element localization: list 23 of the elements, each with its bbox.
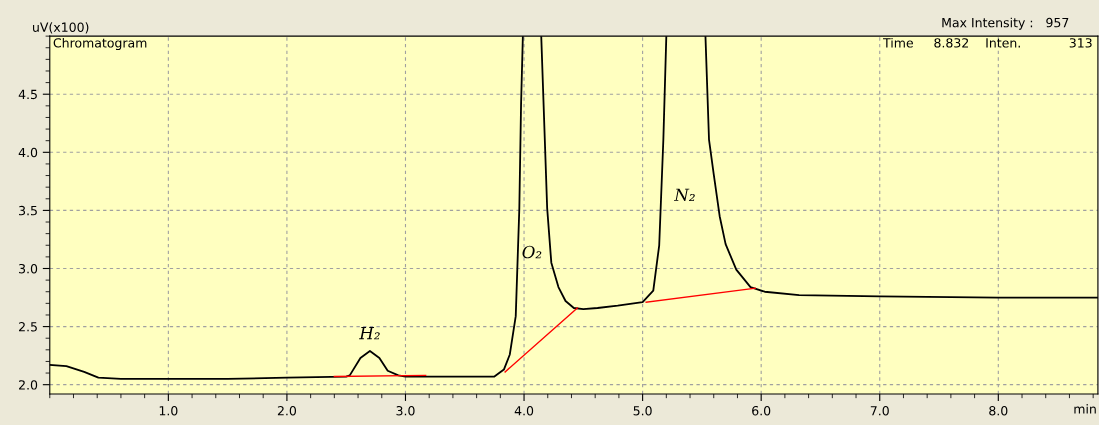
x-axis-title: min (1074, 403, 1096, 414)
y-axis-title: uV(x100) (33, 22, 89, 34)
annotation: N₂ (673, 188, 695, 202)
annotation: O₂ (522, 245, 542, 259)
y-tick-label: 4.5 (18, 89, 37, 100)
annotation: Chromatogram (53, 37, 147, 51)
x-tick-label: 7.0 (870, 406, 889, 416)
x-tick-label: 5.0 (633, 406, 652, 416)
y-tick-label: 2.5 (19, 322, 37, 332)
x-tick-label: 6.0 (752, 406, 771, 416)
x-tick-label: 8.0 (989, 406, 1008, 416)
x-tick-label: 2.0 (277, 406, 297, 416)
text: Max Intensity : 957 (942, 17, 1069, 30)
y-tick-label: 3.0 (19, 263, 38, 274)
x-tick-label: 4.0 (514, 406, 534, 416)
annotation: H₂ (359, 327, 380, 340)
y-tick-label: 4.0 (18, 147, 38, 158)
annotation: Time 8.832 Inten. (883, 37, 1020, 48)
x-tick-label: 3.0 (396, 406, 415, 416)
x-tick-label: 1.0 (159, 406, 178, 416)
annotation: 313 (1069, 38, 1092, 48)
y-tick-label: 3.5 (19, 205, 37, 216)
y-tick-label: 2.0 (19, 380, 38, 390)
